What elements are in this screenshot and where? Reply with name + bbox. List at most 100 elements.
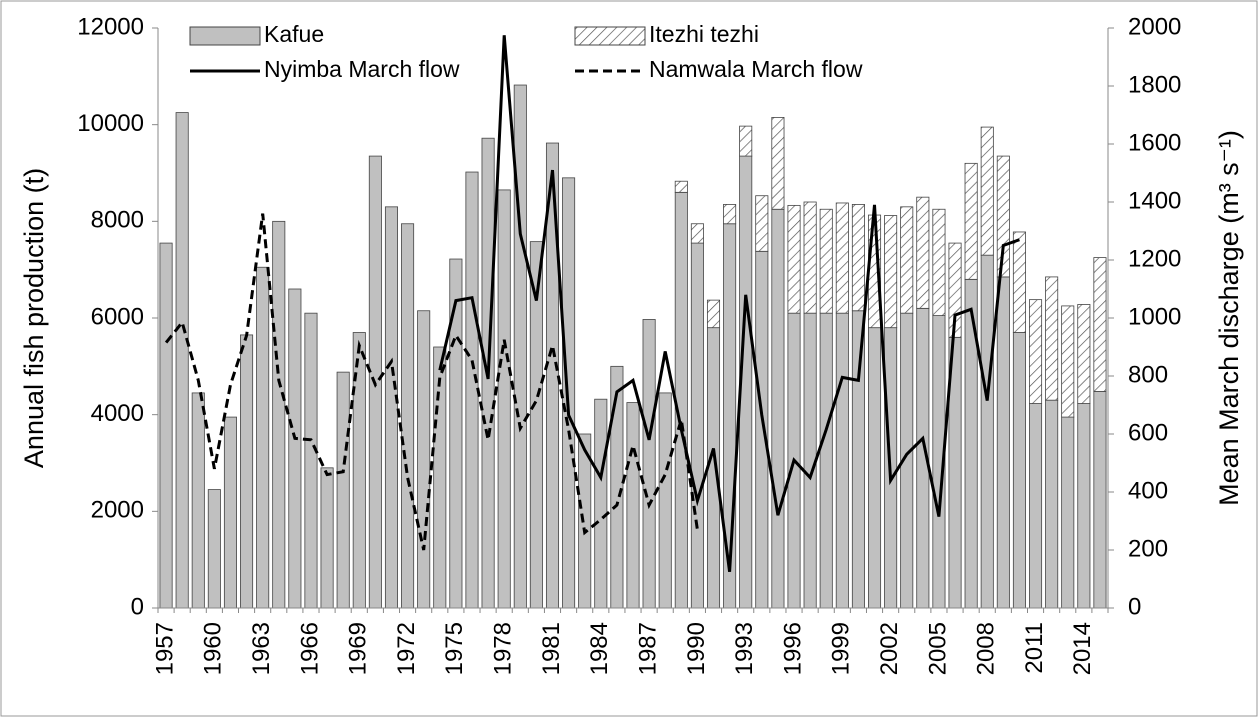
y-tick-label: 10000	[77, 110, 144, 137]
y2-tick-label: 600	[1128, 419, 1168, 446]
x-tick-label: 2011	[1021, 622, 1048, 674]
y2-tick-label: 1800	[1128, 71, 1181, 98]
bar	[755, 250, 769, 609]
y2-tick-label: 200	[1128, 535, 1168, 562]
y2-tick-label: 0	[1128, 593, 1141, 620]
x-tick-label: 1966	[296, 622, 323, 675]
bar	[207, 489, 221, 609]
bar	[819, 208, 833, 314]
bar	[1061, 416, 1075, 609]
bar	[256, 266, 270, 609]
bar	[819, 312, 833, 609]
y-tick-label: 8000	[91, 207, 144, 234]
bar	[1093, 257, 1107, 392]
bar	[1012, 231, 1026, 333]
y2-tick-label: 2000	[1128, 13, 1181, 40]
y-tick-label: 2000	[91, 497, 144, 524]
bar	[465, 171, 479, 609]
x-tick-label: 1978	[490, 622, 517, 675]
x-tick-label: 1987	[634, 622, 661, 675]
bar	[1061, 305, 1075, 418]
bar	[1045, 276, 1059, 401]
legend-swatch	[574, 26, 646, 46]
legend-label: Kafue	[264, 21, 324, 47]
line	[164, 213, 699, 551]
bar	[900, 206, 914, 314]
x-tick-label: 1981	[538, 622, 565, 675]
bar	[996, 276, 1010, 609]
bar	[739, 125, 753, 157]
x-tick-label: 1993	[731, 622, 758, 675]
bar	[240, 334, 254, 609]
legend-label: Itezhi tezhi	[649, 21, 759, 47]
bar	[223, 416, 237, 609]
bar	[996, 155, 1010, 278]
bar	[787, 204, 801, 314]
x-tick-label: 1957	[151, 622, 178, 675]
x-tick-label: 1996	[779, 622, 806, 675]
bar	[159, 242, 173, 609]
bar	[417, 310, 431, 609]
bar	[771, 117, 785, 210]
bar	[690, 242, 704, 609]
bar	[191, 392, 205, 609]
bar	[175, 112, 189, 609]
bar	[336, 371, 350, 609]
bar	[1077, 403, 1091, 609]
x-tick-label: 1963	[248, 622, 275, 675]
y2-tick-label: 1000	[1128, 303, 1181, 330]
bar	[401, 223, 415, 609]
bar	[835, 202, 849, 314]
y-tick-label: 4000	[91, 400, 144, 427]
bar	[594, 398, 608, 609]
bar	[690, 223, 704, 244]
bar	[1077, 304, 1091, 404]
bar	[980, 254, 994, 609]
y-tick-label: 6000	[91, 303, 144, 330]
bar	[723, 204, 737, 225]
y2-tick-label: 1200	[1128, 245, 1181, 272]
y-axis-label: Annual fish production (t)	[19, 168, 49, 468]
bar	[1093, 391, 1107, 609]
x-tick-label: 1960	[200, 622, 227, 675]
legend-label: Namwala March flow	[649, 56, 863, 82]
bar	[1029, 299, 1043, 404]
y2-tick-label: 1400	[1128, 187, 1181, 214]
x-tick-label: 1984	[586, 622, 613, 675]
bar	[964, 162, 978, 280]
bar	[497, 189, 511, 609]
bar	[304, 312, 318, 609]
bar	[835, 312, 849, 609]
bar	[706, 299, 721, 329]
y2-tick-label: 800	[1128, 361, 1168, 388]
legend-label: Nyimba March flow	[264, 56, 460, 82]
bar	[384, 206, 398, 609]
line	[438, 35, 1020, 572]
bar	[868, 327, 882, 609]
bar	[1012, 332, 1026, 609]
legend-swatch	[189, 26, 261, 46]
x-tick-label: 2014	[1069, 622, 1096, 675]
bar	[851, 204, 865, 312]
bar	[932, 208, 946, 316]
y-tick-label: 0	[131, 593, 144, 620]
x-tick-label: 1972	[393, 622, 420, 675]
bar	[1029, 403, 1043, 609]
x-tick-label: 1975	[441, 622, 468, 675]
x-tick-label: 1999	[828, 622, 855, 675]
y2-tick-label: 1600	[1128, 129, 1181, 156]
bar	[272, 220, 286, 609]
x-tick-label: 2005	[924, 622, 951, 675]
bar	[884, 215, 898, 329]
bar	[642, 319, 656, 609]
bar	[288, 288, 302, 609]
bar	[320, 467, 334, 609]
bar	[674, 180, 688, 193]
x-tick-label: 1990	[683, 622, 710, 675]
bar	[851, 310, 865, 609]
y-tick-label: 12000	[77, 13, 144, 40]
bar	[916, 196, 930, 309]
y2-axis-label: Mean March discharge (m³ s⁻¹)	[1214, 130, 1244, 506]
bar	[771, 208, 785, 609]
